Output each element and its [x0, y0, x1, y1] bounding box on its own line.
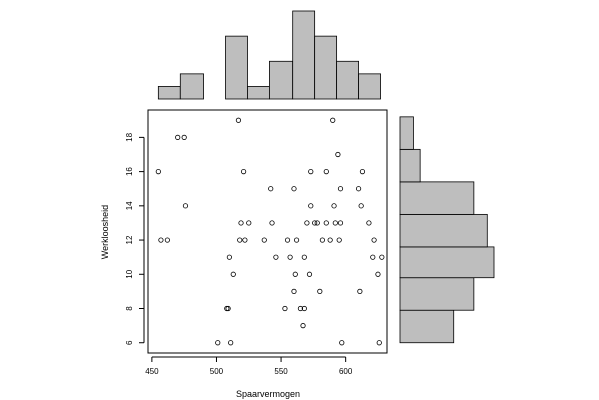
data-point: [301, 305, 307, 312]
top-histogram-bar: [179, 73, 204, 100]
data-point: [375, 271, 381, 277]
data-point: [312, 220, 318, 226]
data-point: [323, 220, 329, 226]
x-tick-label: 550: [274, 367, 288, 376]
y-axis-label: Werkloosheid: [100, 205, 110, 259]
y-tick-label: 8: [125, 306, 134, 311]
y-tick-label: 10: [125, 269, 134, 278]
data-point: [235, 117, 242, 123]
data-point: [182, 203, 189, 209]
right-histogram-bar: [399, 116, 414, 150]
right-histogram-bar: [399, 213, 488, 248]
y-tick-label: 12: [125, 235, 134, 244]
data-point: [287, 254, 293, 260]
data-point: [269, 220, 275, 226]
top-histogram-bar: [292, 10, 316, 100]
data-point: [330, 117, 336, 123]
right-histogram-bar: [399, 309, 455, 344]
data-point: [308, 203, 314, 209]
data-point: [282, 305, 288, 312]
data-point: [359, 169, 366, 175]
right-histogram-bar: [399, 181, 475, 215]
data-point: [355, 186, 362, 192]
data-point: [237, 237, 243, 243]
data-point: [357, 288, 363, 294]
top-histogram-bar: [358, 73, 381, 100]
x-axis-label: Spaarvermogen: [236, 389, 300, 399]
data-point: [301, 254, 307, 260]
data-point: [246, 220, 252, 226]
data-point: [306, 271, 313, 277]
data-point: [181, 134, 187, 140]
data-point: [335, 151, 341, 158]
data-point: [304, 220, 310, 226]
data-point: [291, 186, 297, 192]
data-point: [336, 237, 342, 243]
right-histogram-bar: [399, 277, 475, 311]
y-axis: 6 8 10 12 14 16 18: [125, 132, 145, 345]
data-point: [300, 323, 306, 329]
data-point: [337, 220, 344, 226]
data-point: [215, 340, 221, 346]
data-point: [366, 220, 372, 226]
plot-frame: [147, 109, 388, 354]
data-point: [376, 340, 382, 346]
data-point: [332, 220, 338, 226]
data-point: [297, 305, 304, 312]
top-histogram-bar: [269, 60, 294, 100]
data-point: [273, 254, 279, 260]
data-point: [314, 220, 320, 226]
data-point: [327, 237, 333, 243]
y-tick-label: 14: [125, 201, 134, 210]
data-point: [155, 169, 161, 175]
top-histogram: [157, 10, 381, 100]
x-tick-label: 600: [339, 367, 353, 376]
data-point: [175, 134, 181, 140]
y-tick-label: 16: [125, 167, 134, 176]
data-point: [339, 340, 345, 346]
data-point: [292, 271, 298, 277]
right-histogram-bar: [399, 246, 495, 279]
data-point: [261, 237, 267, 243]
data-point: [164, 237, 170, 243]
data-point: [358, 203, 364, 209]
data-point: [370, 254, 376, 260]
data-point: [337, 186, 344, 192]
data-point: [241, 169, 247, 175]
x-axis: 450 500 550 600: [145, 356, 353, 376]
data-point: [268, 186, 274, 192]
top-histogram-bar: [247, 86, 270, 100]
data-point: [291, 288, 297, 294]
top-histogram-bar: [225, 35, 248, 100]
data-point: [228, 340, 234, 346]
y-tick-label: 6: [125, 340, 134, 345]
data-point: [238, 220, 244, 226]
data-point: [230, 271, 236, 277]
right-histogram-bar: [399, 148, 421, 183]
x-tick-label: 450: [145, 367, 159, 376]
y-tick-label: 18: [125, 132, 134, 141]
data-point: [379, 254, 385, 260]
data-point: [284, 237, 291, 243]
data-point: [323, 169, 329, 175]
data-point: [331, 203, 337, 209]
right-histogram: [399, 116, 495, 344]
top-histogram-bar: [157, 86, 181, 100]
top-histogram-bar: [336, 60, 359, 100]
data-point: [308, 169, 314, 175]
top-histogram-bar: [314, 35, 338, 100]
data-point: [319, 237, 326, 243]
data-point: [225, 305, 231, 312]
data-point: [293, 237, 300, 243]
data-point: [242, 237, 248, 243]
scatter-points: [155, 117, 385, 346]
x-tick-label: 500: [210, 367, 224, 376]
data-point: [317, 288, 323, 294]
data-point: [226, 254, 232, 260]
data-point: [371, 237, 377, 243]
data-point: [158, 237, 164, 243]
